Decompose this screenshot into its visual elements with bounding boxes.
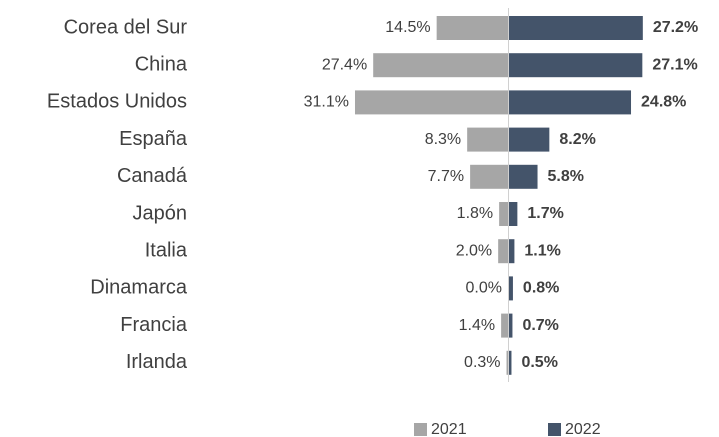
- bar: [470, 164, 508, 189]
- bar: [509, 313, 513, 338]
- value-label: 31.1%: [304, 94, 349, 111]
- value-label: 0.3%: [464, 354, 500, 371]
- value-label: 8.3%: [425, 131, 461, 148]
- value-label: 7.7%: [428, 168, 464, 185]
- value-label: 14.5%: [385, 19, 430, 36]
- category-label: Francia: [120, 314, 188, 336]
- bar: [509, 276, 513, 301]
- category-label: Japón: [133, 202, 188, 224]
- bar: [509, 127, 550, 152]
- value-label: 27.4%: [322, 56, 367, 73]
- bar: [509, 53, 643, 78]
- bar: [509, 16, 643, 40]
- value-label: 1.4%: [459, 317, 495, 334]
- value-label: 24.8%: [641, 94, 686, 111]
- category-label: Dinamarca: [90, 277, 188, 299]
- value-label: 27.1%: [652, 56, 697, 73]
- category-label: Canadá: [117, 165, 188, 187]
- category-label: Estados Unidos: [47, 91, 187, 113]
- category-label: Italia: [145, 239, 188, 261]
- bar: [509, 202, 518, 226]
- value-label: 1.8%: [457, 205, 493, 222]
- bar: [467, 127, 508, 152]
- bar: [506, 350, 508, 375]
- value-label: 1.7%: [527, 205, 563, 222]
- bar: [498, 239, 508, 264]
- bar: [436, 16, 508, 40]
- value-label: 1.1%: [524, 242, 560, 259]
- bar: [509, 164, 538, 189]
- legend-label: 2021: [431, 421, 467, 437]
- bar: [509, 350, 512, 375]
- value-label: 0.8%: [523, 280, 559, 297]
- bar: [354, 90, 508, 115]
- value-label: 5.8%: [548, 168, 584, 185]
- legend-swatch: [548, 423, 561, 436]
- bar: [373, 53, 508, 78]
- category-label: China: [135, 53, 188, 75]
- value-label: 0.5%: [521, 354, 557, 371]
- value-label: 0.0%: [466, 280, 502, 297]
- bar: [509, 239, 515, 264]
- category-label: Corea del Sur: [64, 16, 188, 38]
- category-label: Irlanda: [126, 351, 188, 373]
- bar: [499, 202, 508, 226]
- bar: [501, 313, 508, 338]
- value-label: 0.7%: [522, 317, 558, 334]
- bar: [509, 90, 632, 115]
- value-label: 2.0%: [456, 242, 492, 259]
- category-label: España: [119, 128, 188, 150]
- legend-label: 2022: [565, 421, 601, 437]
- legend-swatch: [414, 423, 427, 436]
- value-label: 27.2%: [653, 19, 698, 36]
- value-label: 8.2%: [559, 131, 595, 148]
